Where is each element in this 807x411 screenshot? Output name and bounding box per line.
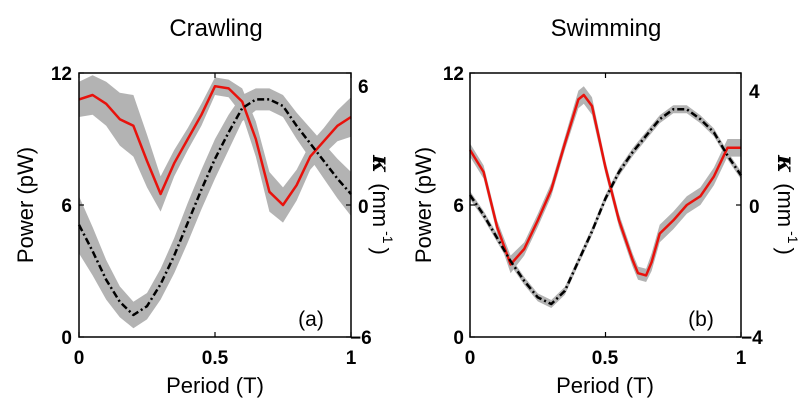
panel-crawling: Crawling 0 0.5 1 12 6 0 6 0 −6 Period (T… (13, 15, 396, 398)
x-tick-label: 0 (465, 348, 476, 369)
panel-swimming: Swimming 0 0.5 1 12 6 0 4 0 −4 Period (T… (411, 15, 801, 398)
curvature-series-line (468, 108, 743, 306)
x-axis-label: Period (T) (556, 373, 654, 398)
kappa-symbol: κ (367, 154, 396, 173)
y-left-axis-label: Power (pW) (411, 147, 436, 263)
curvature-error-band (470, 105, 741, 308)
y-right-tick-label: 0 (358, 197, 369, 218)
unit-close: ) (368, 248, 393, 255)
unit-exponent: -1 (785, 231, 801, 244)
y-right-tick-label: −4 (741, 328, 763, 349)
y-right-tick-label: −6 (350, 328, 372, 349)
svg-text:κ (mm -1: κ (mm -1 ) (772, 154, 801, 255)
y-left-tick-label: 0 (453, 328, 464, 349)
x-tick-label: 1 (736, 348, 747, 369)
panel-label: (b) (688, 308, 714, 331)
power-series-line (78, 84, 352, 207)
x-tick-label: 0.5 (592, 348, 619, 369)
y-left-tick-label: 6 (61, 196, 72, 217)
plot-frame (469, 72, 742, 338)
power-error-band (79, 75, 351, 223)
y-right-tick-label: 4 (749, 82, 760, 103)
y-right-axis-label: κ (mm -1 ) (367, 154, 396, 255)
chart-title: Crawling (169, 15, 262, 42)
chart-title: Swimming (551, 15, 662, 42)
power-series-line (468, 93, 741, 277)
kappa-symbol: κ (772, 154, 801, 173)
curvature-series-line (77, 98, 352, 317)
y-left-tick-label: 12 (51, 64, 72, 85)
y-left-tick-label: 6 (453, 196, 464, 217)
y-left-axis-label: Power (pW) (13, 147, 38, 263)
plot-frame (78, 72, 352, 338)
plot-area (77, 72, 352, 338)
y-right-tick-label: 6 (358, 77, 369, 98)
unit-close: ) (773, 248, 798, 255)
unit-exponent: -1 (380, 231, 396, 244)
x-tick-label: 0 (74, 348, 85, 369)
y-left-tick-label: 12 (443, 64, 464, 85)
y-left-tick-label: 0 (61, 328, 72, 349)
unit-text: (mm (368, 183, 393, 227)
panel-label: (a) (298, 308, 324, 331)
y-right-tick-label: 0 (749, 197, 760, 218)
y-right-axis-label: κ (mm -1 ) (772, 154, 801, 255)
x-axis-label: Period (T) (166, 373, 264, 398)
svg-text:κ (mm -1: κ (mm -1 ) (367, 154, 396, 255)
x-tick-label: 1 (346, 348, 357, 369)
plot-area (468, 72, 743, 338)
x-tick-label: 0.5 (202, 348, 229, 369)
unit-text: (mm (773, 183, 798, 227)
